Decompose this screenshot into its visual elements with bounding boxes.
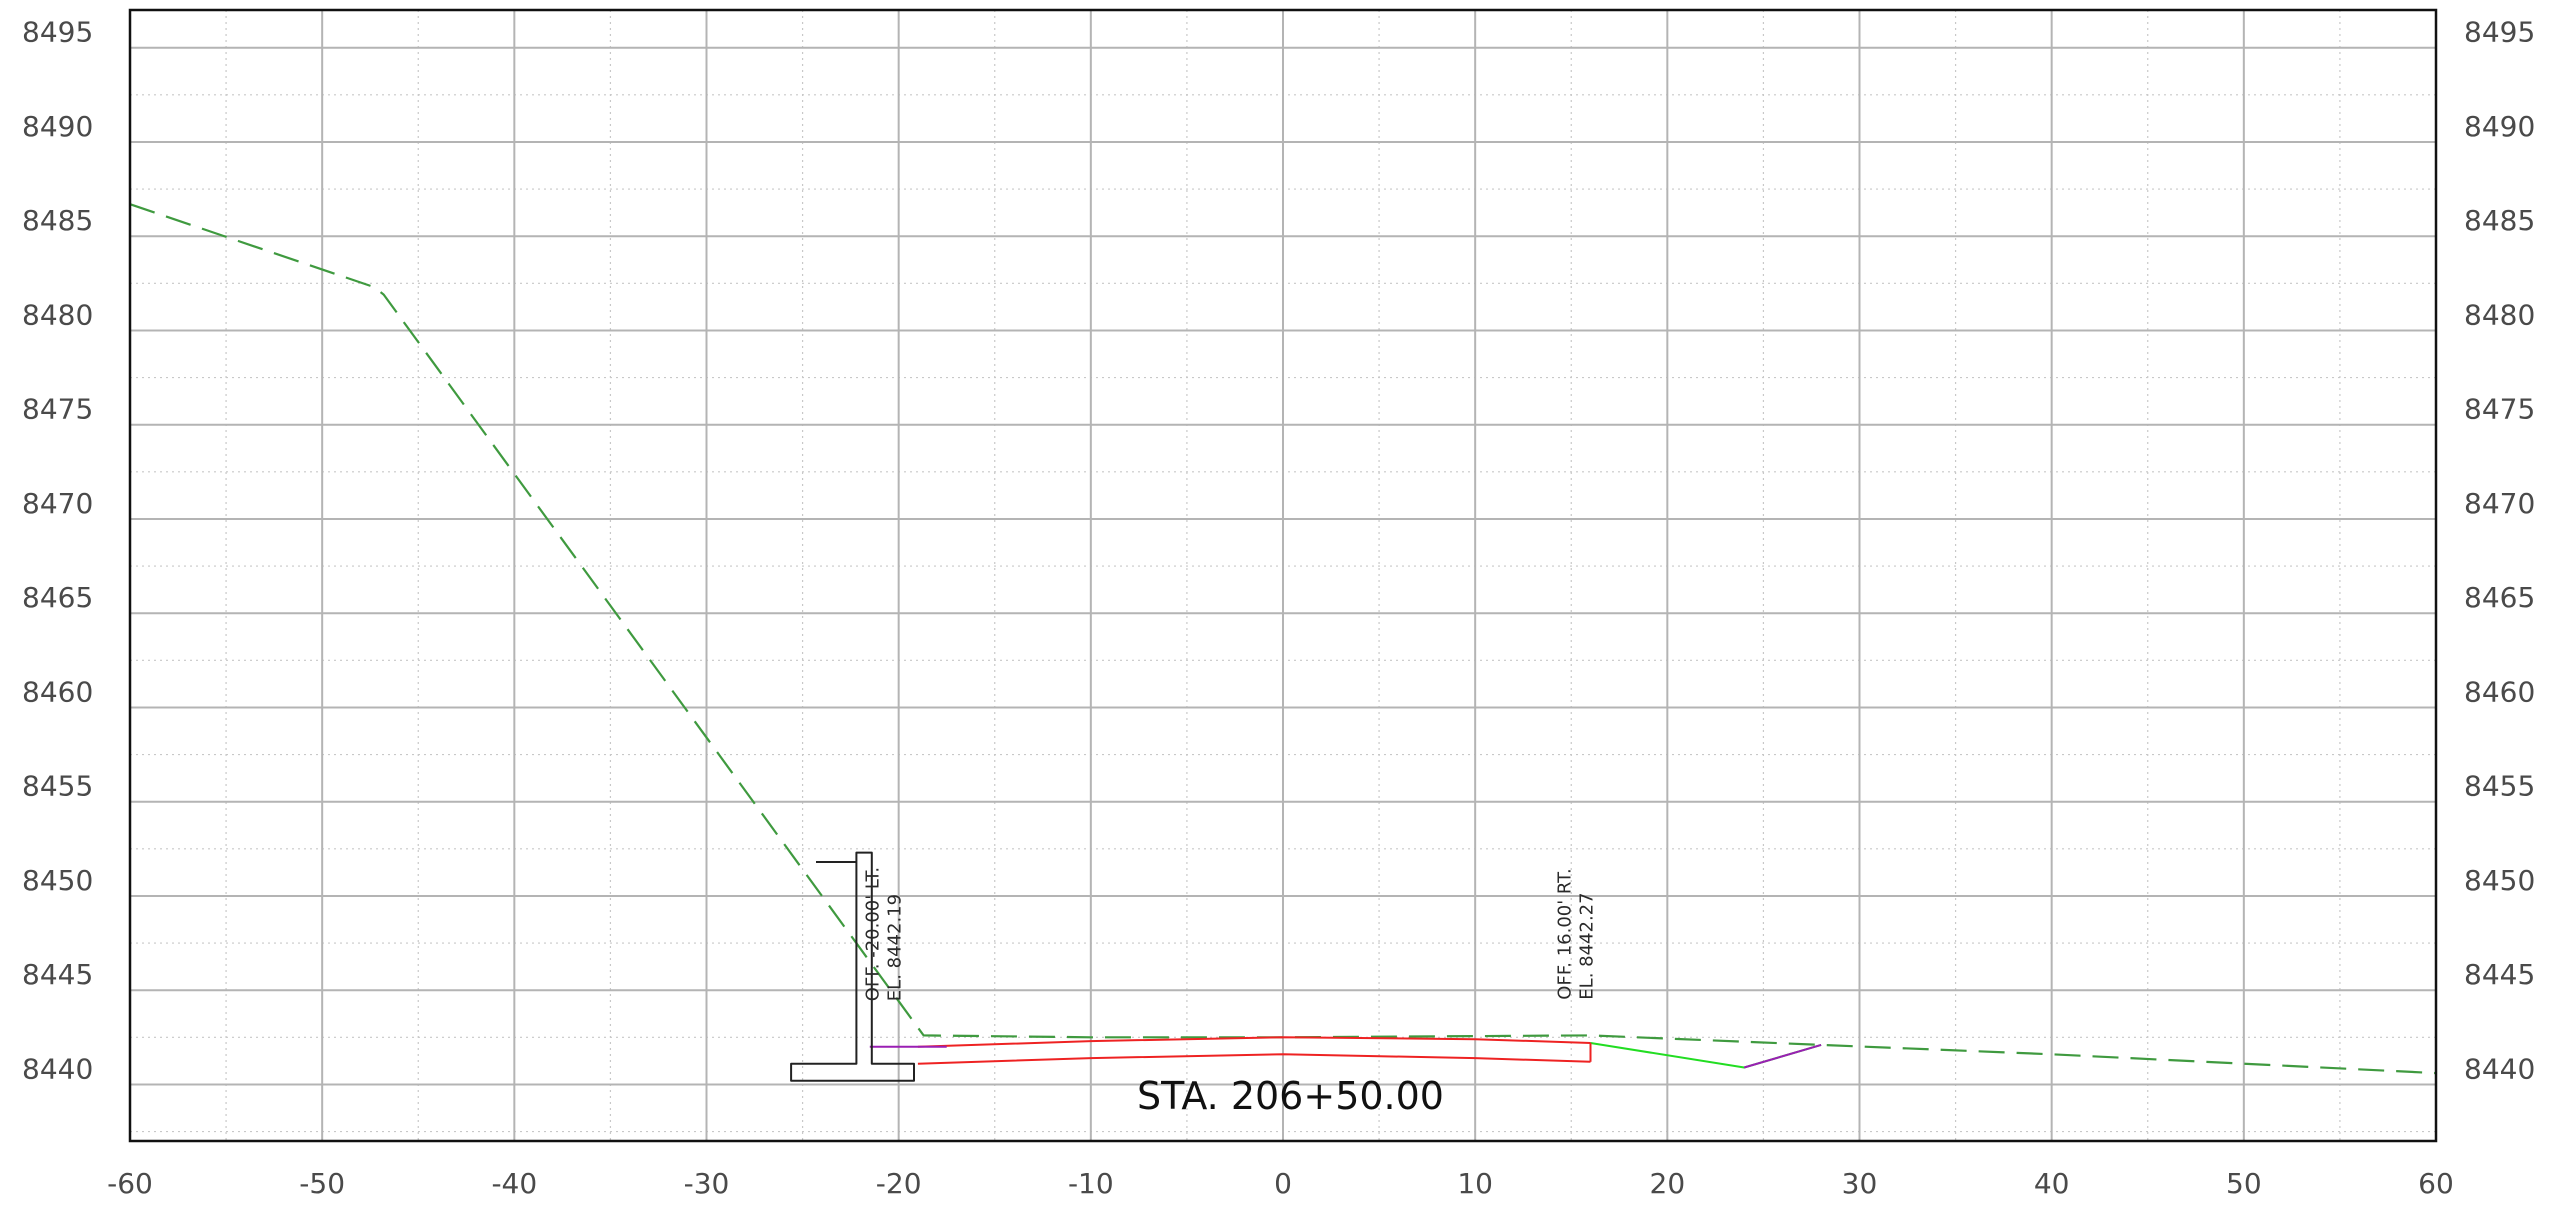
y-tick-label-right: 8455 — [2464, 770, 2535, 803]
y-tick-label-right: 8470 — [2464, 487, 2535, 520]
series-existing-ground — [129, 203, 2437, 1075]
y-tick-label-right: 8440 — [2464, 1052, 2535, 1085]
y-tick-label-right: 8475 — [2464, 393, 2535, 426]
grid — [129, 10, 2437, 1141]
offset-annotations: OFF. -20.00' LT. EL. 8442.19 OFF. 16.00' R… — [863, 867, 1598, 1001]
series-pavement-bottom — [917, 1053, 1591, 1065]
profile-lines — [129, 203, 2437, 1082]
left-offset-note-elevation: EL. 8442.19 — [885, 894, 906, 1001]
y-tick-label-right: 8460 — [2464, 675, 2535, 708]
y-tick-label-left: 8450 — [22, 864, 93, 897]
x-tick-label: -30 — [684, 1167, 730, 1200]
series-retaining-wall — [790, 851, 915, 1082]
y-tick-label-left: 8440 — [22, 1052, 93, 1085]
x-tick-label: 40 — [2034, 1167, 2070, 1200]
y-tick-label-left: 8455 — [22, 770, 93, 803]
x-tick-label: 30 — [1842, 1167, 1878, 1200]
x-tick-label: 50 — [2226, 1167, 2262, 1200]
y-tick-label-left: 8445 — [22, 958, 93, 991]
left-offset-note: OFF. -20.00' LT. EL. 8442.19 — [863, 867, 906, 1001]
x-tick-label: -50 — [299, 1167, 345, 1200]
y-tick-label-right: 8450 — [2464, 864, 2535, 897]
x-tick-label: 0 — [1274, 1167, 1292, 1200]
series-pavement-top — [917, 1036, 1591, 1048]
y-tick-label-right: 8445 — [2464, 958, 2535, 991]
y-tick-label-right: 8480 — [2464, 298, 2535, 331]
y-tick-label-left: 8480 — [22, 298, 93, 331]
y-tick-label-right: 8465 — [2464, 581, 2535, 614]
x-tick-label: -20 — [876, 1167, 922, 1200]
x-tick-label: 60 — [2418, 1167, 2454, 1200]
y-tick-label-left: 8490 — [22, 110, 93, 143]
right-offset-note-offset: OFF. 16.00' RT. — [1555, 868, 1576, 999]
axis-tick-labels: 8440 8440 8445 8445 8450 8450 8455 8455 8460 8460… — [22, 16, 2535, 1200]
x-tick-label: -40 — [491, 1167, 537, 1200]
y-tick-label-left: 8495 — [22, 16, 93, 49]
y-tick-label-left: 8460 — [22, 675, 93, 708]
left-offset-note-offset: OFF. -20.00' LT. — [863, 867, 884, 1001]
x-tick-label: -10 — [1068, 1167, 1114, 1200]
right-offset-note-elevation: EL. 8442.27 — [1577, 892, 1598, 999]
y-tick-label-left: 8470 — [22, 487, 93, 520]
right-offset-note: OFF. 16.00' RT. EL. 8442.27 — [1555, 868, 1598, 999]
y-tick-label-left: 8465 — [22, 581, 93, 614]
series-ditch-line — [1743, 1043, 1822, 1069]
plot-frame — [128, 8, 2438, 1143]
y-tick-label-right: 8485 — [2464, 204, 2535, 237]
x-tick-label: 20 — [1650, 1167, 1686, 1200]
station-label: STA. 206+50.00 — [1137, 1074, 1444, 1118]
y-tick-label-left: 8485 — [22, 204, 93, 237]
x-tick-label: -60 — [107, 1167, 153, 1200]
y-tick-label-right: 8495 — [2464, 16, 2535, 49]
y-tick-label-right: 8490 — [2464, 110, 2535, 143]
x-tick-label: 10 — [1457, 1167, 1493, 1200]
y-tick-label-left: 8475 — [22, 393, 93, 426]
